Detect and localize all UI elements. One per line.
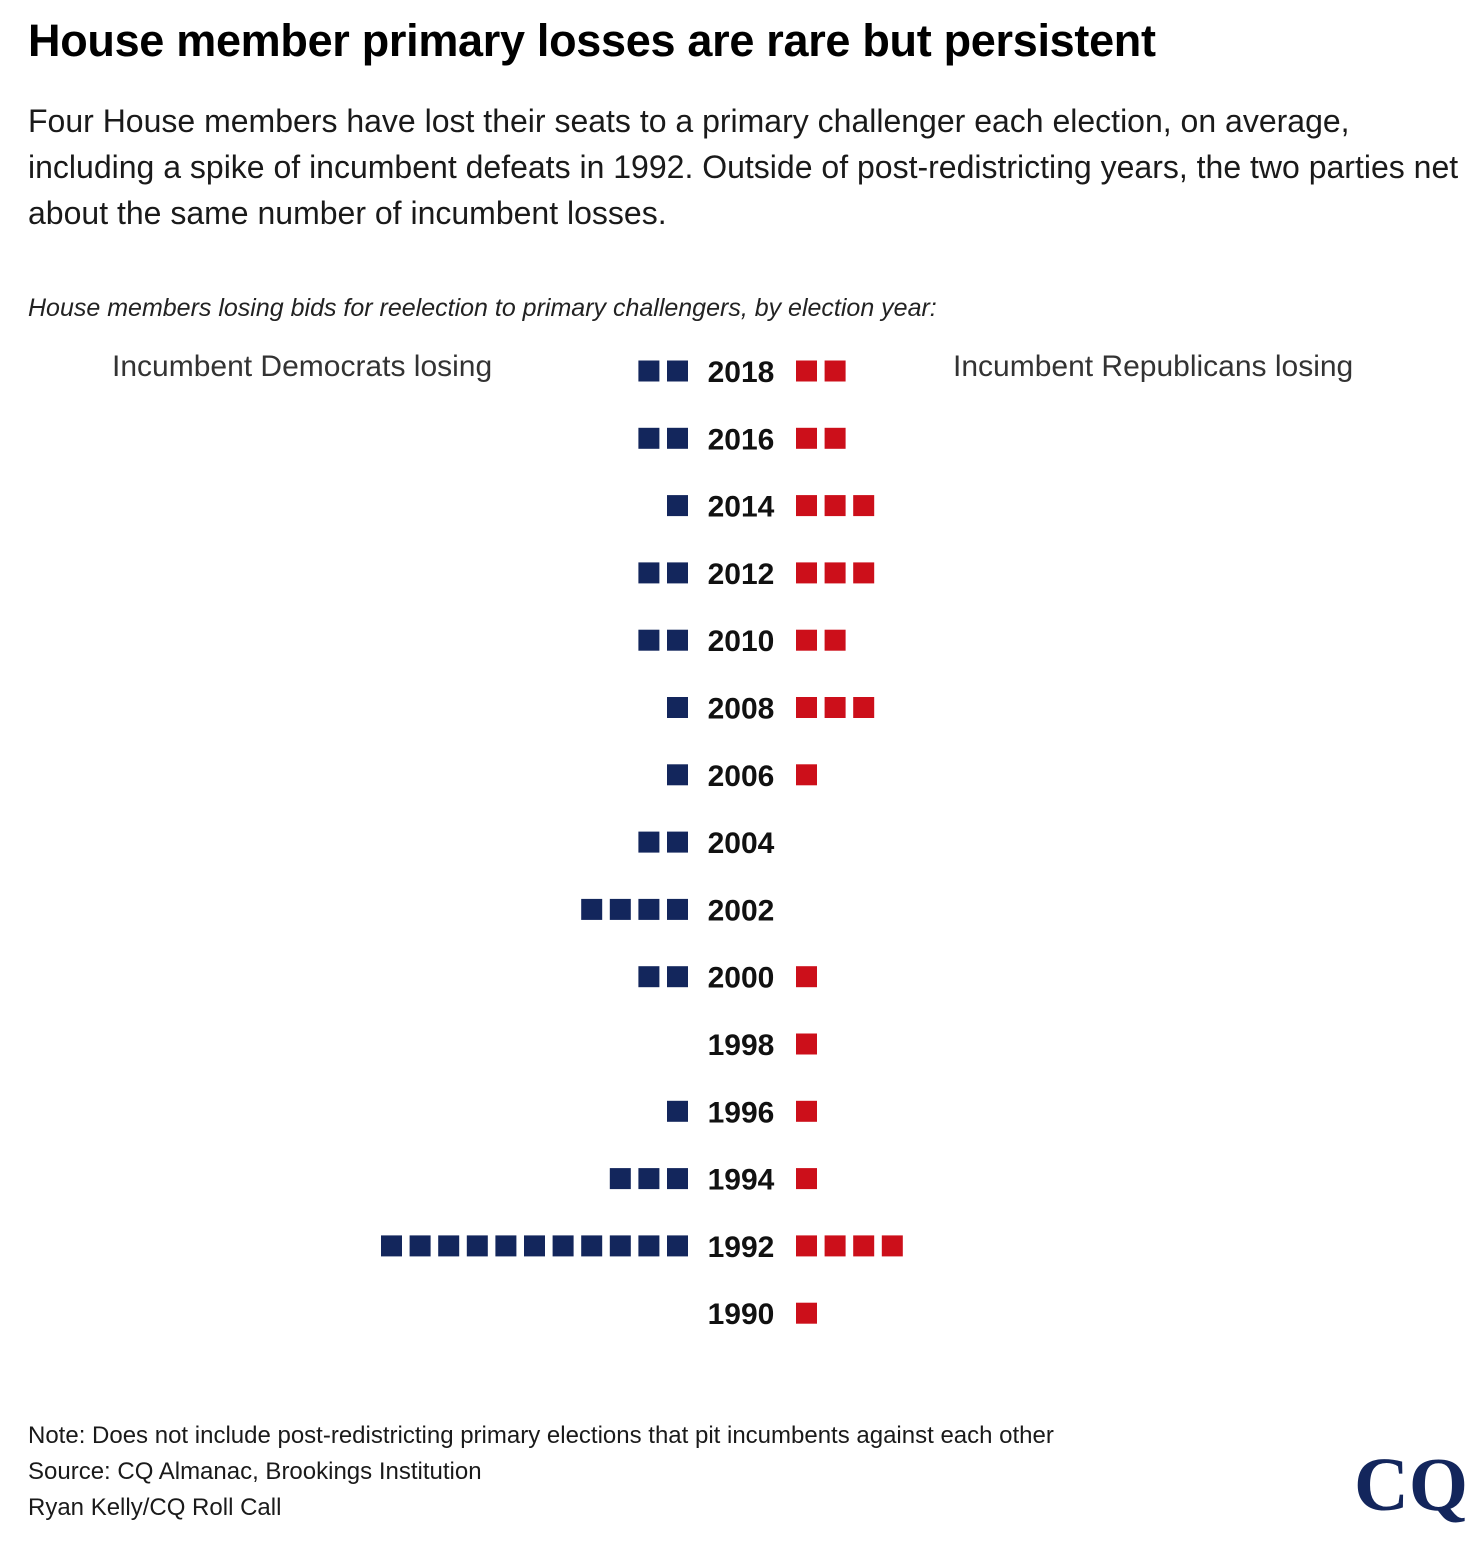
rep-unit-2014-1	[796, 495, 817, 517]
rep-unit-1994-1	[796, 1168, 817, 1190]
year-label: 2008	[708, 693, 775, 726]
dem-unit-1996-1	[667, 1100, 688, 1122]
dem-unit-1992-1	[667, 1235, 688, 1257]
rep-unit-2018-2	[824, 360, 846, 382]
dem-unit-2002-3	[609, 898, 631, 920]
year-label: 2012	[708, 558, 775, 591]
chart-caption: House members losing bids for reelection…	[28, 294, 937, 322]
dem-unit-1992-5	[552, 1235, 574, 1257]
rep-unit-2012-3	[853, 562, 875, 584]
dem-unit-1994-1	[667, 1168, 688, 1190]
footer-credit: Ryan Kelly/CQ Roll Call	[28, 1494, 282, 1521]
dem-unit-2010-1	[667, 629, 688, 651]
dem-unit-1992-2	[638, 1235, 660, 1257]
dem-unit-1992-7	[495, 1235, 517, 1257]
rep-unit-2014-3	[853, 495, 875, 517]
rep-unit-2006-1	[796, 764, 817, 786]
rep-unit-1992-4	[881, 1235, 903, 1257]
chart-title: House member primary losses are rare but…	[28, 15, 1156, 66]
year-label: 1996	[708, 1096, 775, 1129]
year-label: 1998	[708, 1029, 775, 1062]
dem-unit-2014-1	[667, 495, 688, 517]
rep-unit-2012-2	[824, 562, 846, 584]
legend-democrats: Incumbent Democrats losing	[112, 350, 493, 383]
dem-unit-2000-1	[667, 966, 688, 988]
chart-subtitle: Four House members have lost their seats…	[28, 103, 1459, 231]
rep-unit-2012-1	[796, 562, 817, 584]
rep-unit-2008-2	[824, 697, 846, 718]
dem-unit-2018-2	[638, 360, 660, 382]
dem-unit-2018-1	[667, 360, 688, 382]
dem-unit-2004-1	[667, 831, 688, 853]
rep-unit-1992-2	[824, 1235, 846, 1257]
dem-unit-2000-2	[638, 966, 660, 988]
dem-unit-2006-1	[667, 764, 688, 786]
rep-unit-2000-1	[796, 966, 817, 988]
dem-unit-1994-3	[609, 1168, 631, 1190]
dem-unit-2016-1	[667, 427, 688, 449]
dem-unit-1992-10	[409, 1235, 431, 1257]
dem-unit-1992-3	[609, 1235, 631, 1257]
dem-unit-1992-11	[381, 1235, 402, 1257]
footer-note: Note: Does not include post-redistrictin…	[28, 1422, 1054, 1449]
year-label: 2006	[708, 760, 775, 793]
dem-unit-2002-1	[667, 898, 688, 920]
dem-unit-2016-2	[638, 427, 660, 449]
rep-unit-2008-1	[796, 697, 817, 718]
dem-unit-2004-2	[638, 831, 660, 853]
rep-unit-2008-3	[853, 697, 875, 718]
year-label: 1990	[708, 1298, 775, 1331]
year-label: 1992	[708, 1231, 775, 1264]
year-label: 2018	[708, 356, 775, 389]
dem-unit-1992-9	[438, 1235, 460, 1257]
rep-unit-1998-1	[796, 1033, 817, 1055]
dem-unit-2010-2	[638, 629, 660, 651]
year-label: 2004	[708, 827, 775, 860]
dem-unit-2002-4	[581, 898, 603, 920]
year-label: 2014	[708, 491, 775, 524]
dem-unit-1994-2	[638, 1168, 660, 1190]
rep-unit-2016-1	[796, 427, 817, 449]
rep-unit-1992-3	[853, 1235, 875, 1257]
cq-logo-text: CQ	[1354, 1443, 1468, 1527]
year-label: 2002	[708, 894, 775, 927]
cq-logo: CQ	[1354, 1443, 1468, 1527]
rep-unit-2016-2	[824, 427, 846, 449]
rep-unit-2010-2	[824, 629, 846, 651]
dem-unit-2012-2	[638, 562, 660, 584]
dem-unit-1992-6	[524, 1235, 545, 1257]
year-label: 1994	[708, 1164, 775, 1197]
dem-unit-2012-1	[667, 562, 688, 584]
rep-unit-2014-2	[824, 495, 846, 517]
dem-unit-1992-8	[466, 1235, 488, 1257]
rep-unit-2010-1	[796, 629, 817, 651]
rep-unit-1992-1	[796, 1235, 817, 1257]
rep-unit-1990-1	[796, 1302, 817, 1324]
unit-chart: 2018 2016 2014 2012 2010 2008 2006 2004 2002 2000…	[381, 356, 903, 1331]
year-label: 2000	[708, 962, 775, 995]
rep-unit-2018-1	[796, 360, 817, 382]
rep-unit-1996-1	[796, 1100, 817, 1122]
dem-unit-2002-2	[638, 898, 660, 920]
year-label: 2010	[708, 625, 775, 658]
dem-unit-2008-1	[667, 697, 688, 718]
footer-notes: Note: Does not include post-redistrictin…	[28, 1418, 1054, 1526]
year-label: 2016	[708, 423, 775, 456]
dem-unit-1992-4	[581, 1235, 603, 1257]
legend-republicans: Incumbent Republicans losing	[953, 350, 1354, 383]
footer-source: Source: CQ Almanac, Brookings Institutio…	[28, 1458, 482, 1485]
